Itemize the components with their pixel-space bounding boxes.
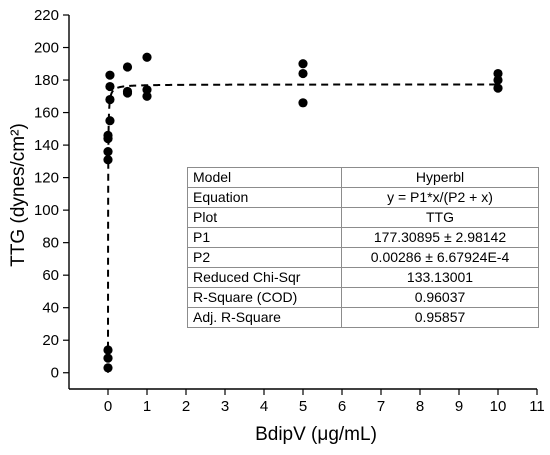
y-tick-label: 40 [42, 300, 59, 317]
data-points [103, 52, 503, 373]
parameter-name-cell: Equation [187, 187, 342, 208]
table-row: Equation y = P1*x/(P2 + x) [187, 187, 539, 208]
data-point [493, 68, 503, 79]
parameter-value-cell: Hyperbl [341, 167, 539, 188]
data-point [142, 91, 152, 101]
y-tick-label: 140 [34, 137, 59, 154]
data-point [103, 353, 113, 363]
parameter-name-cell: R-Square (COD) [187, 287, 342, 308]
parameter-name-cell: P1 [187, 227, 342, 248]
data-point [103, 146, 113, 157]
table-row: P2 0.00286 ± 6.67924E-4 [187, 247, 539, 268]
x-tick-label: 3 [221, 398, 229, 415]
x-tick-label: 7 [377, 398, 385, 415]
x-tick-label: 11 [529, 398, 545, 415]
data-point [103, 345, 113, 355]
data-point [105, 94, 115, 105]
x-tick-label: 10 [490, 398, 507, 415]
y-tick-label: 0 [51, 365, 59, 382]
x-tick-label: 9 [455, 398, 463, 415]
y-tick-label: 20 [42, 332, 59, 349]
parameter-value-cell: 133.13001 [341, 267, 539, 288]
parameter-value-cell: 0.00286 ± 6.67924E-4 [341, 247, 539, 268]
y-axis-label: TTG (dynes/cm²) [8, 123, 29, 267]
table-row: P1 177.30895 ± 2.98142 [187, 227, 539, 248]
parameter-name-cell: P2 [187, 247, 342, 268]
x-tick-label: 4 [260, 398, 268, 415]
parameter-name-cell: Reduced Chi-Sqr [187, 267, 342, 288]
parameter-value-cell: y = P1*x/(P2 + x) [341, 187, 539, 208]
x-axis-label: BdipV (μg/mL) [255, 424, 377, 445]
y-tick-label: 100 [34, 202, 59, 219]
y-tick-label: 80 [42, 235, 59, 252]
x-tick-label: 0 [104, 398, 112, 415]
parameter-value-cell: 0.95857 [341, 307, 539, 328]
data-point [493, 83, 503, 93]
table-row: Reduced Chi-Sqr 133.13001 [187, 267, 539, 288]
data-point [105, 116, 115, 126]
table-row: R-Square (COD) 0.96037 [187, 287, 539, 308]
parameter-name-cell: Adj. R-Square [187, 307, 342, 328]
table-row: Adj. R-Square 0.95857 [187, 307, 539, 328]
fit-curve [107, 83, 498, 373]
y-tick-label: 160 [34, 105, 59, 122]
parameter-name-cell: Model [187, 167, 342, 188]
data-point [298, 68, 308, 79]
parameter-value-cell: 0.96037 [341, 287, 539, 308]
table-row: Model Hyperbl [187, 167, 539, 188]
data-point [103, 155, 113, 165]
y-tick-label: 120 [34, 170, 59, 187]
parameter-value-cell: TTG [341, 207, 539, 228]
x-tick-label: 8 [416, 398, 424, 415]
data-point [103, 130, 113, 140]
x-tick-label: 5 [299, 398, 307, 415]
y-tick-label: 220 [34, 7, 59, 24]
data-point [122, 86, 133, 97]
data-point [105, 81, 115, 92]
fit-results-table: Model Hyperbl Equation y = P1*x/(P2 + x) Plo… [187, 167, 539, 328]
data-point [103, 363, 113, 373]
y-tick-label: 180 [34, 72, 59, 89]
data-point [493, 75, 503, 85]
y-tick-label: 200 [34, 40, 59, 57]
data-point [298, 59, 308, 69]
data-point [122, 62, 133, 72]
data-point [142, 85, 152, 95]
data-point [105, 70, 115, 80]
x-tick-label: 6 [338, 398, 346, 415]
axis-ticks: 0 1 2 3 4 5 6 7 8 9 10 11 0 20 40 60 80 100 120 140 160 180 20… [34, 7, 545, 415]
y-tick-label: 60 [42, 267, 59, 284]
fit-line [107, 83, 498, 373]
parameter-name-cell: Plot [187, 207, 342, 228]
parameter-value-cell: 177.30895 ± 2.98142 [341, 227, 539, 248]
table-row: Plot TTG [187, 207, 539, 228]
data-point [298, 98, 308, 108]
x-tick-label: 1 [143, 398, 151, 415]
data-point [142, 52, 152, 62]
x-tick-label: 2 [182, 398, 190, 415]
